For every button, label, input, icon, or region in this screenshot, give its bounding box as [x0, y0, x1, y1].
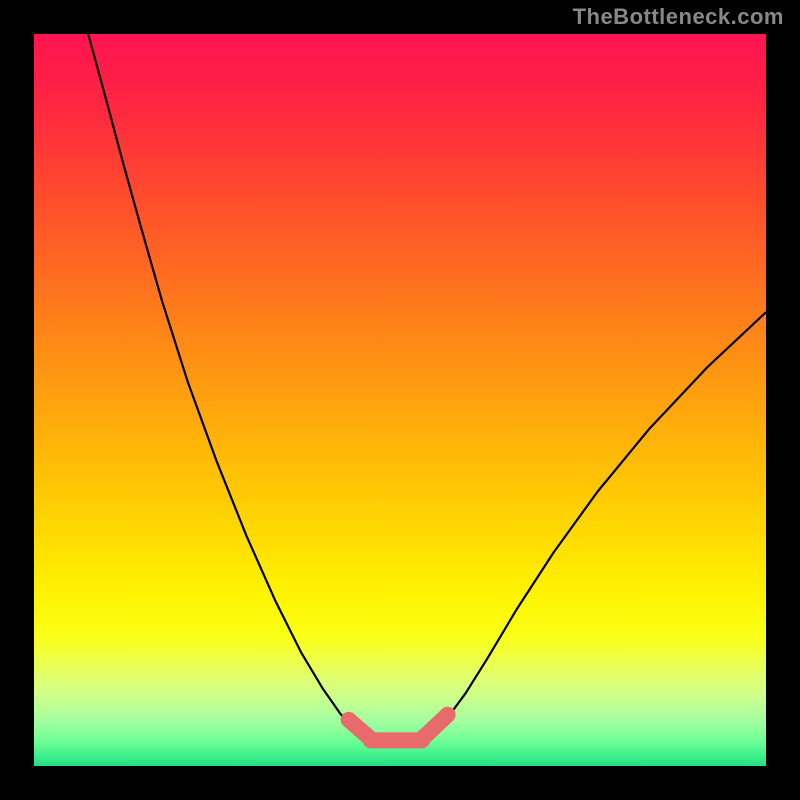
chart-frame: TheBottleneck.com	[0, 0, 800, 800]
chart-svg	[34, 34, 766, 766]
gradient-background	[34, 34, 766, 766]
watermark-text: TheBottleneck.com	[573, 4, 784, 30]
plot-area	[34, 34, 766, 766]
